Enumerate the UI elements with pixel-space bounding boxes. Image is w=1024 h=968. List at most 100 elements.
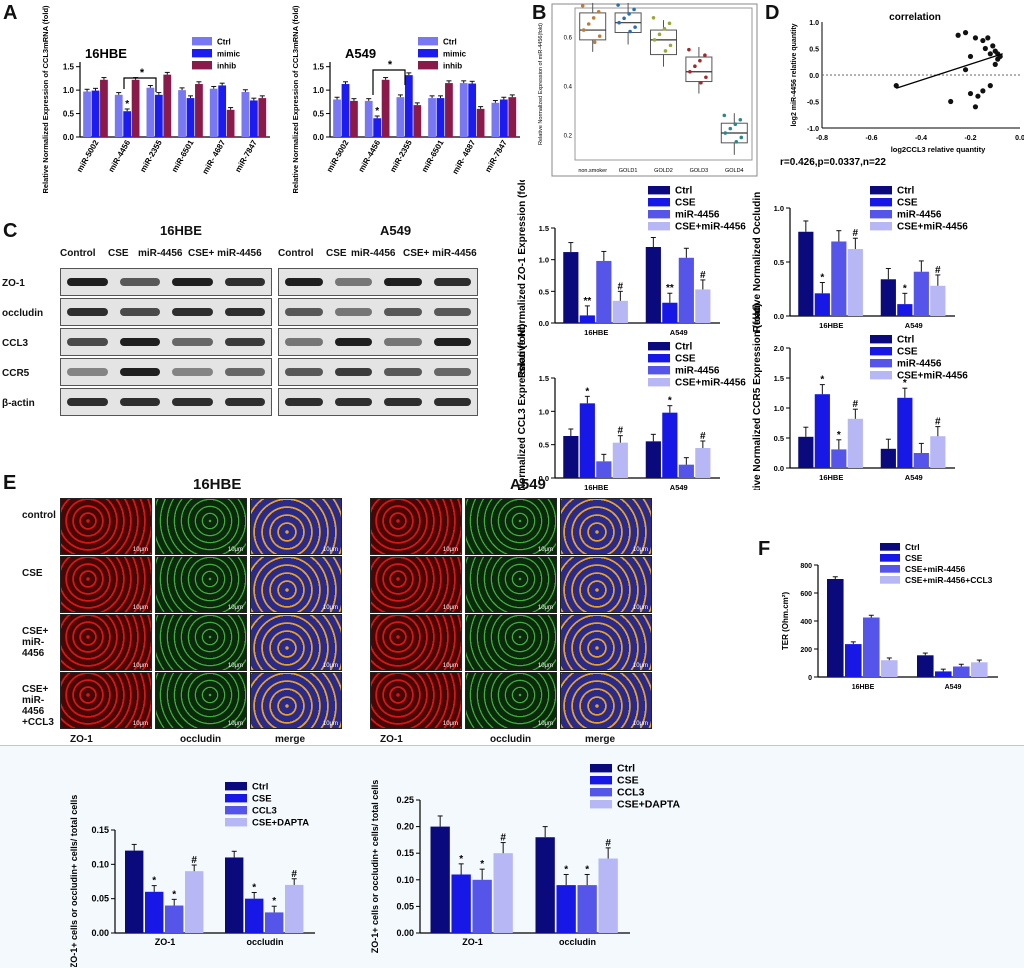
legend-label: CSE (675, 197, 696, 208)
bar-cse (245, 898, 264, 933)
x-tick-label: miR-2355 (138, 138, 164, 174)
micro-row-label: CSE+ miR- 4456 +CCL3 (22, 684, 54, 728)
x-tick-label: ZO-1 (155, 937, 176, 947)
legend-label: Ctrl (252, 781, 268, 792)
data-point (698, 58, 702, 63)
chart-title: correlation (889, 12, 941, 23)
blot-strip (60, 328, 272, 356)
micrograph-merge: 10μm (250, 556, 342, 613)
significance-bracket (372, 69, 406, 95)
micro-col-label: merge (275, 734, 306, 745)
legend-swatch (648, 366, 670, 375)
bar-cse (814, 394, 830, 468)
x-tick-label: -0.4 (915, 135, 927, 142)
scale-bar-label: 10μm (132, 605, 148, 611)
y-tick-label: 1.0 (539, 407, 549, 416)
blot-band (119, 398, 160, 406)
y-tick-label: 0.05 (91, 894, 109, 904)
data-point (893, 83, 899, 89)
blot-row-label: CCR5 (2, 368, 30, 379)
x-tick-label: 16HBE (819, 321, 843, 330)
blot-band (433, 368, 471, 376)
y-tick-label: 0.25 (396, 795, 414, 805)
data-point (967, 53, 974, 60)
legend-swatch (590, 776, 612, 785)
blot-lane-label: CSE (108, 248, 129, 259)
bar-mimic (249, 100, 258, 137)
legend-swatch (418, 49, 438, 58)
scale-bar-label: 10μm (132, 547, 148, 553)
legend-label: inhib (217, 61, 236, 70)
legend-swatch (648, 210, 670, 219)
blot-lane-label: Control (278, 248, 314, 259)
data-point (972, 104, 979, 110)
blot-band (224, 368, 265, 376)
blot-lane-label: miR-4456 (351, 248, 396, 259)
bar-mimic (154, 94, 163, 137)
legend-label: CSE (675, 353, 696, 364)
legend-label: miR-4456 (897, 358, 942, 369)
blot-lanes-right: Control CSE miR-4456 CSE+ miR-4456 (278, 248, 478, 264)
legend-swatch (880, 554, 900, 562)
legend-swatch (192, 49, 212, 58)
y-tick-label: 0.5 (809, 47, 819, 54)
legend-label: CSE+miR-4456 (897, 221, 968, 232)
blot-band (67, 308, 108, 316)
y-tick-label: 2.0 (774, 344, 784, 353)
legend-label: Ctrl (897, 334, 914, 345)
x-tick-label: GOLD3 (690, 168, 709, 174)
legend-swatch (225, 782, 247, 791)
micrograph-occludin: 10μm (465, 556, 557, 613)
micrograph-merge: 10μm (250, 672, 342, 729)
legend-swatch (870, 186, 892, 195)
micrograph-zo-1: 10μm (60, 672, 152, 729)
x-tick-label: A549 (905, 321, 923, 330)
legend-label: inhib (443, 61, 462, 70)
data-point (722, 113, 727, 118)
micrograph-zo-1: 10μm (60, 556, 152, 613)
data-point (723, 131, 728, 135)
blot-band (334, 278, 372, 286)
significance-mark: * (272, 896, 276, 907)
blot-band (119, 278, 160, 286)
significance-mark: # (191, 855, 197, 866)
blot-band (224, 308, 265, 316)
blot-strip (60, 268, 272, 296)
y-tick-label: 1.5 (313, 63, 325, 72)
bar-ctrl (396, 97, 405, 137)
y-tick-label: 200 (800, 647, 812, 654)
blot-band (285, 338, 323, 346)
data-point (733, 122, 738, 127)
scale-bar-label: 10μm (322, 605, 338, 611)
bar-cse-dapta (493, 853, 513, 933)
y-axis-label: Relative Normalized Occludin (752, 192, 763, 333)
significance-mark: # (853, 228, 859, 239)
bar-cse (935, 671, 952, 677)
bottom-charts: CtrlCSECCL3CSE+DAPTA0.000.050.100.15ZO-1… (69, 762, 681, 967)
x-tick-label: 16HBE (819, 473, 843, 482)
bar-mimic (404, 75, 413, 137)
x-tick-label: miR-6501 (420, 138, 446, 174)
data-point (975, 93, 981, 99)
panel-letter-c: C (3, 220, 18, 242)
scale-bar-label: 10μm (132, 663, 148, 669)
y-tick-label: 0.10 (91, 859, 109, 869)
micrograph-zo-1: 10μm (370, 556, 462, 613)
blot-band (224, 398, 265, 406)
data-point (628, 29, 632, 34)
x-tick-label: miR-5002 (75, 138, 101, 174)
y-tick-label: 0.15 (396, 848, 414, 858)
data-point (982, 45, 988, 52)
y-tick-label: 1.5 (539, 224, 549, 233)
y-tick-label: 0.6 (564, 35, 573, 41)
y-tick-label: 0.0 (539, 319, 549, 328)
x-tick-label: miR-2355 (388, 138, 414, 174)
blot-lane-label: CSE+ miR-4456 (403, 248, 477, 259)
bar-cse-mir-4456-ccl3 (881, 660, 898, 677)
significance-mark: * (585, 386, 589, 397)
panel-c-blots: 16HBE A549 Control CSE miR-4456 CSE+ miR-44… (2, 223, 480, 486)
bar-ctrl (209, 88, 218, 137)
bar-ctrl (563, 436, 579, 478)
x-tick-label: miR-7847 (483, 138, 509, 174)
legend-label: Ctrl (675, 185, 692, 196)
